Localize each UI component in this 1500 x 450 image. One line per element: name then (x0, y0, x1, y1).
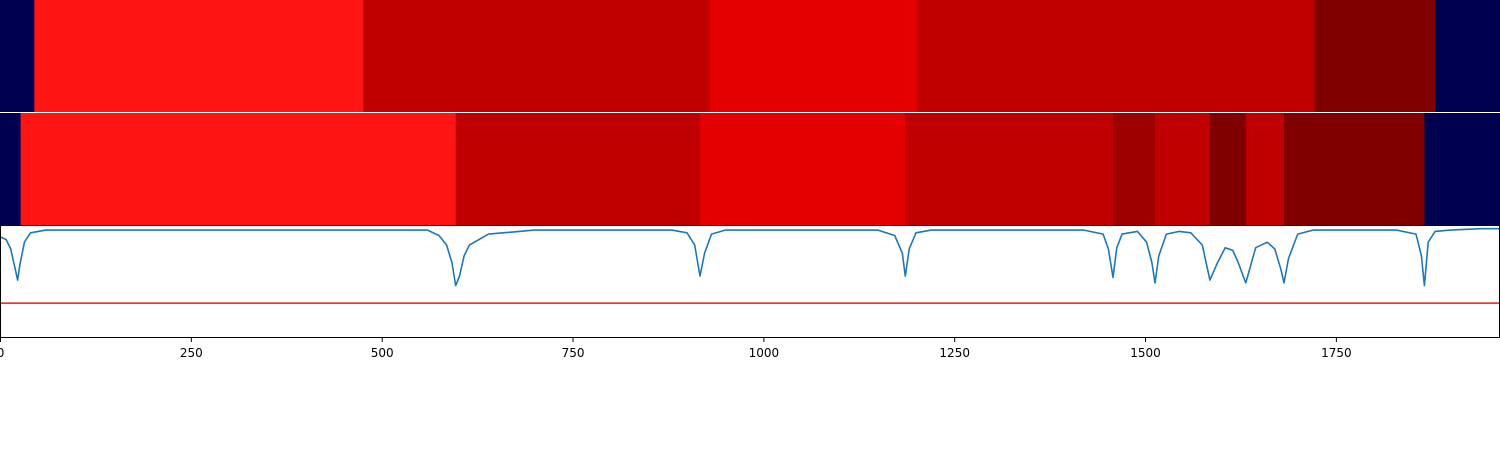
heatmap-top-segment-0 (0, 0, 35, 112)
x-tick-label-1500: 1500 (1130, 346, 1161, 360)
heatmap-middle-segment-8 (1245, 113, 1285, 225)
heatmap-middle-segment-9 (1283, 113, 1425, 225)
x-tick-label-1750: 1750 (1321, 346, 1352, 360)
heatmap-top-segment-6 (1435, 0, 1500, 112)
heatmap-middle-segment-1 (20, 113, 457, 225)
heatmap-middle-segment-6 (1154, 113, 1211, 225)
x-tick-label-1250: 1250 (939, 346, 970, 360)
heatmap-middle-segment-0 (0, 113, 22, 225)
heatmap-middle-segment-10 (1424, 113, 1500, 225)
x-tick-label-750: 750 (562, 346, 585, 360)
x-tick-label-500: 500 (371, 346, 394, 360)
heatmap-middle-segment-5 (1112, 113, 1156, 225)
heatmap-top-segment-2 (363, 0, 711, 112)
x-tick-label-250: 250 (180, 346, 203, 360)
x-tick-label-0: 0 (0, 346, 4, 360)
x-tick-label-1000: 1000 (749, 346, 780, 360)
heatmap-top-segment-1 (34, 0, 364, 112)
heatmap-strip-top (0, 0, 1500, 112)
x-axis: 0 250 500 750 1000 1250 1500 1750 (0, 338, 1352, 360)
heatmap-middle-segment-7 (1209, 113, 1247, 225)
heatmap-top-segment-4 (917, 0, 1316, 112)
heatmap-middle-segment-4 (905, 113, 1114, 225)
heatmap-top-segment-5 (1314, 0, 1436, 112)
heatmap-middle-segment-3 (700, 113, 906, 225)
series-line-0 (0, 227, 1500, 287)
heatmap-top-segment-3 (709, 0, 919, 112)
series-layer (0, 227, 1500, 287)
heatmap-strip-middle (0, 113, 1500, 225)
heatmap-middle-segment-2 (455, 113, 701, 225)
